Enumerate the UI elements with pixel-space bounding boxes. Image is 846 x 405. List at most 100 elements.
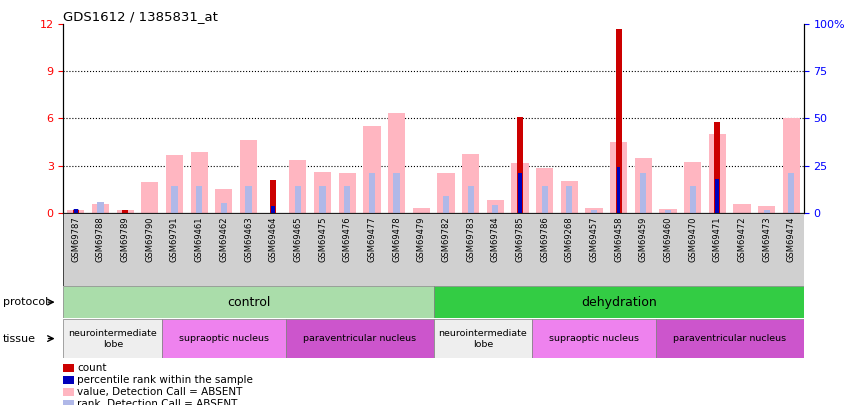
Bar: [74, 209, 78, 213]
Bar: [714, 122, 721, 213]
Bar: [215, 189, 233, 213]
Text: GSM69786: GSM69786: [540, 216, 549, 262]
Bar: [758, 206, 775, 213]
Bar: [437, 173, 454, 213]
Text: GSM69478: GSM69478: [392, 216, 401, 262]
Bar: [270, 180, 277, 213]
Bar: [468, 186, 474, 213]
Bar: [561, 181, 578, 213]
Text: GSM69783: GSM69783: [466, 216, 475, 262]
Bar: [656, 319, 804, 358]
Bar: [73, 209, 79, 213]
Bar: [617, 167, 620, 213]
Bar: [122, 210, 129, 213]
Text: GSM69476: GSM69476: [343, 216, 352, 262]
Bar: [616, 173, 622, 213]
Bar: [783, 118, 800, 213]
Text: GSM69788: GSM69788: [96, 216, 105, 262]
Bar: [63, 286, 433, 318]
Bar: [788, 173, 794, 213]
Bar: [314, 172, 331, 213]
Bar: [272, 206, 275, 213]
Bar: [511, 163, 529, 213]
Bar: [141, 182, 158, 213]
Bar: [166, 156, 183, 213]
Text: GSM69461: GSM69461: [195, 216, 204, 262]
Text: control: control: [227, 296, 270, 309]
Bar: [518, 173, 522, 213]
Text: paraventricular nucleus: paraventricular nucleus: [673, 334, 786, 343]
Bar: [640, 173, 646, 213]
Bar: [320, 186, 326, 213]
Bar: [585, 208, 602, 213]
Bar: [517, 186, 523, 213]
Bar: [63, 319, 162, 358]
Bar: [172, 186, 178, 213]
Text: GSM69477: GSM69477: [367, 216, 376, 262]
Text: rank, Detection Call = ABSENT: rank, Detection Call = ABSENT: [77, 399, 238, 405]
Bar: [433, 286, 804, 318]
Bar: [616, 29, 622, 213]
Bar: [117, 210, 134, 213]
Text: neurointermediate
lobe: neurointermediate lobe: [69, 328, 157, 349]
Bar: [532, 319, 656, 358]
Bar: [73, 210, 79, 213]
Text: GSM69462: GSM69462: [219, 216, 228, 262]
Bar: [462, 154, 479, 213]
Text: GSM69459: GSM69459: [639, 216, 648, 262]
Bar: [442, 196, 449, 213]
Bar: [67, 210, 85, 213]
Bar: [684, 162, 701, 213]
Bar: [486, 200, 504, 213]
Text: GSM69789: GSM69789: [121, 216, 129, 262]
Text: value, Detection Call = ABSENT: value, Detection Call = ABSENT: [77, 387, 242, 397]
Text: GSM69782: GSM69782: [442, 216, 450, 262]
Text: neurointermediate
lobe: neurointermediate lobe: [438, 328, 527, 349]
Text: GSM69784: GSM69784: [491, 216, 500, 262]
Bar: [196, 186, 202, 213]
Bar: [369, 173, 375, 213]
Text: GSM69463: GSM69463: [244, 216, 253, 262]
Text: GSM69460: GSM69460: [663, 216, 673, 262]
Bar: [591, 210, 597, 213]
Text: paraventricular nucleus: paraventricular nucleus: [303, 334, 416, 343]
Text: GSM69474: GSM69474: [787, 216, 796, 262]
Bar: [566, 186, 573, 213]
Text: GSM69458: GSM69458: [614, 216, 624, 262]
Bar: [344, 186, 350, 213]
Bar: [492, 205, 498, 213]
Bar: [97, 202, 103, 213]
Bar: [689, 186, 695, 213]
Bar: [162, 319, 285, 358]
Bar: [122, 210, 129, 213]
Bar: [294, 186, 301, 213]
Bar: [733, 204, 750, 213]
Text: protocol: protocol: [3, 297, 47, 307]
Bar: [338, 173, 356, 213]
Text: GSM69473: GSM69473: [762, 216, 772, 262]
Bar: [665, 210, 671, 213]
Bar: [388, 113, 405, 213]
Bar: [659, 209, 677, 213]
Text: GSM69457: GSM69457: [590, 216, 598, 262]
Bar: [517, 117, 523, 213]
Bar: [433, 319, 532, 358]
Text: GSM69268: GSM69268: [565, 216, 574, 262]
Bar: [709, 134, 726, 213]
Bar: [541, 186, 547, 213]
Text: GSM69464: GSM69464: [269, 216, 277, 262]
Bar: [764, 210, 770, 213]
Text: GDS1612 / 1385831_at: GDS1612 / 1385831_at: [63, 10, 218, 23]
Text: supraoptic nucleus: supraoptic nucleus: [549, 334, 639, 343]
Bar: [716, 179, 719, 213]
Text: percentile rank within the sample: percentile rank within the sample: [77, 375, 253, 385]
Bar: [363, 126, 381, 213]
Bar: [289, 160, 306, 213]
Text: GSM69470: GSM69470: [688, 216, 697, 262]
Bar: [240, 141, 257, 213]
Text: GSM69791: GSM69791: [170, 216, 179, 262]
Text: supraoptic nucleus: supraoptic nucleus: [179, 334, 269, 343]
Bar: [413, 208, 430, 213]
Text: GSM69471: GSM69471: [713, 216, 722, 262]
Bar: [285, 319, 433, 358]
